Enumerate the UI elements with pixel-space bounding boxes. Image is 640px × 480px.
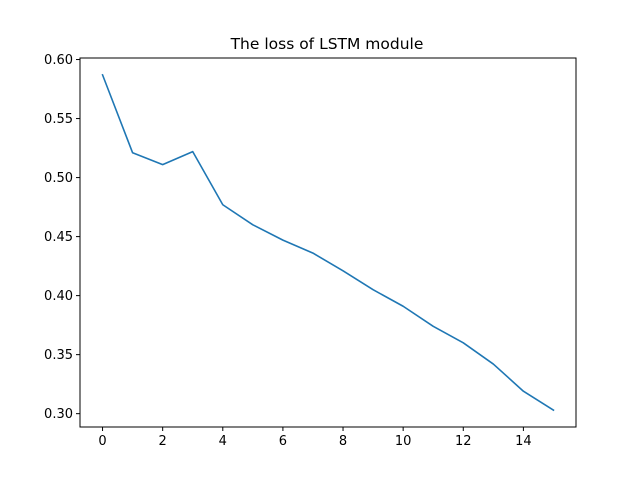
y-tick-label: 0.30 xyxy=(44,407,73,422)
x-tick-label: 0 xyxy=(98,434,106,449)
loss-series-line xyxy=(101,73,555,412)
y-tick-label: 0.40 xyxy=(44,289,73,304)
x-tick-label: 6 xyxy=(279,434,287,449)
y-tick-label: 0.60 xyxy=(44,53,73,68)
y-tick-label: 0.55 xyxy=(44,112,73,127)
axes-group: 0 2 4 6 8 10 12 14 0.30 0.35 0.40 0.45 0.50 0.55 0.60 xyxy=(44,53,532,449)
x-tick-label: 14 xyxy=(515,434,532,449)
x-tick-label: 8 xyxy=(339,434,347,449)
y-tick-label: 0.45 xyxy=(44,230,73,245)
x-tick-label: 12 xyxy=(455,434,472,449)
x-tick-label: 4 xyxy=(219,434,227,449)
plot-frame xyxy=(79,57,577,428)
chart-title: The loss of LSTM module xyxy=(230,35,424,53)
x-tick-label: 2 xyxy=(159,434,167,449)
y-tick-label: 0.35 xyxy=(44,348,73,363)
plot-area xyxy=(101,73,555,412)
y-tick-label: 0.50 xyxy=(44,171,73,186)
x-tick-label: 10 xyxy=(395,434,412,449)
